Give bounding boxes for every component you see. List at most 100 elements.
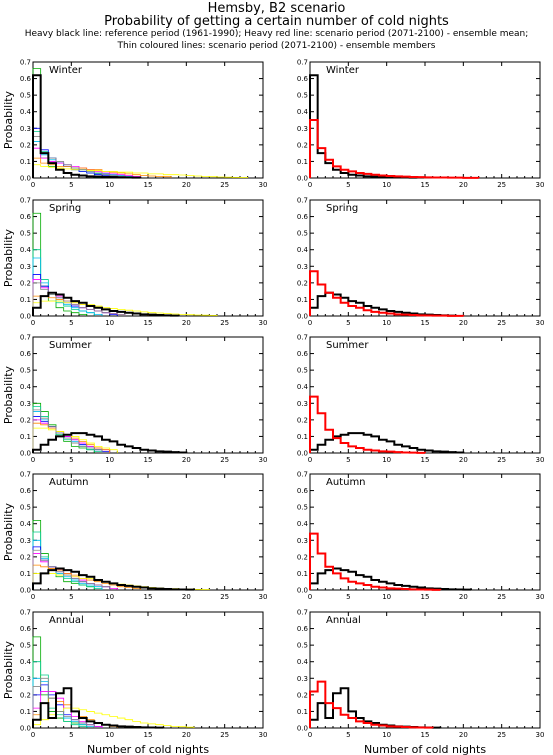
xtick-label-spring-left: 5 xyxy=(69,319,73,327)
xtick-label-spring-right: 10 xyxy=(382,319,391,327)
ytick-label-summer-right: 0.4 xyxy=(297,383,309,391)
legend-line-1: Heavy black line: reference period (1961… xyxy=(24,29,529,39)
ylabel-autumn: Probability xyxy=(2,502,15,561)
ytick-label-autumn-left: 0.0 xyxy=(20,587,31,595)
chart-subtitle: Probability of getting a certain number … xyxy=(104,14,449,29)
ytick-label-spring-right: 0.3 xyxy=(297,263,308,271)
ytick-label-summer-left: 0.6 xyxy=(20,350,32,358)
ytick-label-winter-left: 0.2 xyxy=(20,141,31,149)
xtick-label-autumn-right: 25 xyxy=(497,593,506,601)
member-line-winter-7 xyxy=(32,164,249,178)
ytick-label-autumn-right: 0.5 xyxy=(297,504,308,512)
xtick-label-annual-left: 25 xyxy=(220,731,229,739)
ytick-label-summer-left: 0.7 xyxy=(20,334,31,342)
ytick-label-annual-right: 0.4 xyxy=(297,658,309,666)
ytick-label-autumn-right: 0.4 xyxy=(297,520,309,528)
xtick-label-winter-left: 15 xyxy=(144,181,153,189)
member-line-autumn-2 xyxy=(32,531,103,590)
xtick-label-annual-right: 25 xyxy=(497,731,506,739)
ytick-label-spring-left: 0.7 xyxy=(20,197,31,205)
reference-line-winter-left xyxy=(32,74,142,179)
ytick-label-annual-right: 0.0 xyxy=(297,725,308,733)
xtick-label-autumn-right: 5 xyxy=(346,593,350,601)
xtick-label-spring-left: 0 xyxy=(31,319,35,327)
xtick-label-summer-right: 25 xyxy=(497,456,506,464)
ytick-label-annual-left: 0.1 xyxy=(20,708,31,716)
xtick-label-summer-left: 15 xyxy=(144,456,153,464)
member-line-autumn-8 xyxy=(32,549,111,590)
ytick-label-annual-left: 0.4 xyxy=(20,658,32,666)
ytick-label-annual-right: 0.1 xyxy=(297,708,308,716)
ytick-label-annual-left: 0.3 xyxy=(20,675,31,683)
xlabel-right: Number of cold nights xyxy=(364,743,486,755)
xtick-label-summer-left: 0 xyxy=(31,456,35,464)
member-line-annual-5 xyxy=(32,691,103,728)
member-line-winter-8 xyxy=(32,136,126,178)
xtick-label-summer-left: 5 xyxy=(69,456,73,464)
xtick-label-winter-right: 10 xyxy=(382,181,391,189)
xtick-label-autumn-right: 15 xyxy=(421,593,430,601)
scenario-mean-line-annual xyxy=(309,680,434,729)
season-label-summer-left: Summer xyxy=(49,340,92,351)
ylabel-winter: Probability xyxy=(2,90,15,149)
xtick-label-winter-right: 30 xyxy=(536,181,545,189)
ytick-label-winter-left: 0.7 xyxy=(20,59,31,67)
xtick-label-spring-right: 20 xyxy=(459,319,468,327)
ylabel-summer: Probability xyxy=(2,365,15,424)
ytick-label-spring-right: 0.2 xyxy=(297,279,308,287)
ytick-label-annual-left: 0.0 xyxy=(20,725,31,733)
xtick-label-spring-right: 30 xyxy=(536,319,545,327)
xtick-label-annual-left: 5 xyxy=(69,731,73,739)
xtick-label-annual-left: 10 xyxy=(105,731,114,739)
ytick-label-summer-left: 0.1 xyxy=(20,433,31,441)
xtick-label-winter-left: 20 xyxy=(182,181,191,189)
xtick-label-summer-right: 0 xyxy=(308,456,312,464)
xtick-label-annual-right: 0 xyxy=(308,731,312,739)
ytick-label-spring-right: 0.7 xyxy=(297,197,308,205)
ylabel-spring: Probability xyxy=(2,228,15,287)
xtick-label-spring-right: 0 xyxy=(308,319,312,327)
ytick-label-winter-left: 0.1 xyxy=(20,158,31,166)
ytick-label-annual-left: 0.5 xyxy=(20,642,31,650)
xtick-label-summer-left: 10 xyxy=(105,456,114,464)
ytick-label-spring-left: 0.2 xyxy=(20,279,31,287)
panel-frame-annual-left xyxy=(32,611,264,729)
member-line-spring-8 xyxy=(32,282,126,316)
member-line-annual-8 xyxy=(32,677,95,728)
scenario-mean-line-autumn xyxy=(309,532,442,591)
ytick-label-winter-right: 0.0 xyxy=(297,175,308,183)
ytick-label-summer-right: 0.6 xyxy=(297,350,309,358)
xtick-label-spring-left: 30 xyxy=(259,319,268,327)
ytick-label-autumn-left: 0.1 xyxy=(20,570,31,578)
ytick-label-winter-left: 0.6 xyxy=(20,75,32,83)
ytick-label-autumn-right: 0.0 xyxy=(297,587,308,595)
ytick-label-summer-left: 0.0 xyxy=(20,450,31,458)
ytick-label-winter-right: 0.6 xyxy=(297,75,309,83)
reference-line-spring-left xyxy=(32,291,180,317)
ytick-label-annual-left: 0.6 xyxy=(20,625,32,633)
xtick-label-winter-left: 0 xyxy=(31,181,35,189)
xtick-label-summer-right: 20 xyxy=(459,456,468,464)
xtick-label-summer-right: 30 xyxy=(536,456,545,464)
xtick-label-winter-left: 5 xyxy=(69,181,73,189)
ytick-label-winter-right: 0.2 xyxy=(297,141,308,149)
ytick-label-spring-right: 0.1 xyxy=(297,296,308,304)
ytick-label-summer-left: 0.3 xyxy=(20,400,31,408)
member-line-summer-2 xyxy=(32,406,103,453)
ytick-label-annual-right: 0.3 xyxy=(297,675,308,683)
xtick-label-annual-left: 30 xyxy=(259,731,268,739)
xtick-label-summer-left: 30 xyxy=(259,456,268,464)
season-label-annual-left: Annual xyxy=(49,615,84,626)
panel-frame-winter-right xyxy=(309,61,541,179)
ytick-label-winter-left: 0.4 xyxy=(20,108,32,116)
xtick-label-annual-left: 0 xyxy=(31,731,35,739)
xtick-label-autumn-right: 20 xyxy=(459,593,468,601)
ytick-label-winter-left: 0.3 xyxy=(20,125,31,133)
xtick-label-autumn-right: 30 xyxy=(536,593,545,601)
season-label-spring-left: Spring xyxy=(49,203,81,214)
xtick-label-summer-left: 20 xyxy=(182,456,191,464)
ytick-label-spring-left: 0.5 xyxy=(20,230,31,238)
xtick-label-spring-left: 15 xyxy=(144,319,153,327)
ytick-label-spring-right: 0.0 xyxy=(297,313,308,321)
season-label-summer-right: Summer xyxy=(326,340,369,351)
